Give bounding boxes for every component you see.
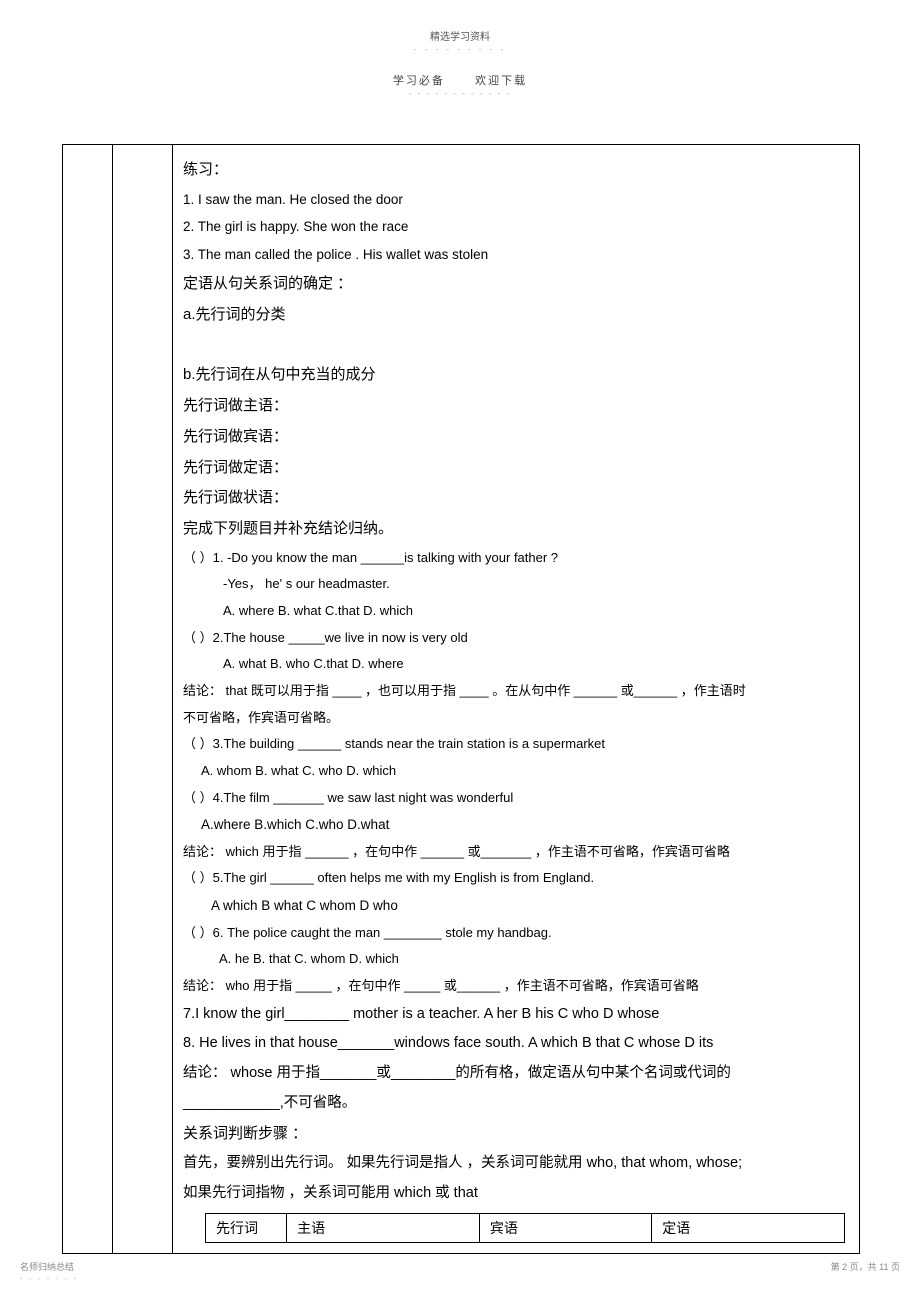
text-line: 3. The man called the police . His walle… xyxy=(183,241,849,269)
text-line: （ ）4.The film _______ we saw last night … xyxy=(183,785,849,812)
text-line: 完成下列题目并补充结论归纳。 xyxy=(183,514,849,545)
text-line: a.先行词的分类 xyxy=(183,300,849,331)
outer-col-2 xyxy=(113,145,173,1254)
text-line: ____________,不可省略。 xyxy=(183,1089,849,1119)
text-line: 练习： xyxy=(183,155,849,186)
outer-col-content: 练习： 1. I saw the man. He closed the door… xyxy=(173,145,860,1254)
text-line: 结论： whose 用于指_______或________的所有格，做定语从句中… xyxy=(183,1059,849,1089)
text-line: （ ）1. -Do you know the man ______is talk… xyxy=(183,545,849,572)
text-line: 首先，要辨别出先行词。 如果先行词是指人 ，关系词可能就用 who, that … xyxy=(183,1149,849,1179)
footer-left-text: 名师归纳总结 xyxy=(20,1260,74,1273)
outer-col-1 xyxy=(63,145,113,1254)
text-line: 8. He lives in that house_______windows … xyxy=(183,1029,849,1059)
text-line: A. he B. that C. whom D. which xyxy=(183,946,849,973)
table-header-cell: 主语 xyxy=(287,1213,480,1242)
text-line: （ ）5.The girl ______ often helps me with… xyxy=(183,865,849,892)
text-line: 关系词判断步骤 ： xyxy=(183,1119,849,1150)
text-line: 2. The girl is happy. She won the race xyxy=(183,213,849,241)
text-line: b.先行词在从句中充当的成分 xyxy=(183,360,849,391)
text-line: A. whom B. what C. who D. which xyxy=(183,758,849,785)
header-underline: - - - - - - - - - - - - xyxy=(0,89,920,98)
header-sub-left: 学习必备 xyxy=(393,75,445,87)
main-outer-table: 练习： 1. I saw the man. He closed the door… xyxy=(62,144,860,1254)
text-line: （ ）2.The house _____we live in now is ve… xyxy=(183,625,849,652)
text-line: （ ）6. The police caught the man ________… xyxy=(183,920,849,947)
text-line: 7.I know the girl________ mother is a te… xyxy=(183,1000,849,1030)
text-line: （ ）3.The building ______ stands near the… xyxy=(183,731,849,758)
header-dots: - - - - - - - - - xyxy=(0,45,920,54)
text-line: 如果先行词指物 ，关系词可能用 which 或 that xyxy=(183,1179,849,1209)
text-line: 结论： that 既可以用于指 ____ ，也可以用于指 ____ 。在从句中作… xyxy=(183,678,849,705)
text-line: 定语从句关系词的确定 ： xyxy=(183,269,849,300)
text-line: 1. I saw the man. He closed the door xyxy=(183,186,849,214)
text-line: 先行词做定语： xyxy=(183,453,849,484)
footer-right-text: 第 2 页，共 11 页 xyxy=(831,1260,900,1273)
table-header-cell: 宾语 xyxy=(479,1213,651,1242)
inner-summary-table: 先行词 主语 宾语 定语 xyxy=(205,1213,845,1243)
text-line: A which B what C whom D who xyxy=(183,892,849,920)
header-sub-right: 欢迎下载 xyxy=(475,75,527,87)
text-line: -Yes， he' s our headmaster. xyxy=(183,571,849,598)
blank-space xyxy=(183,330,849,360)
header-top-text: 精选学习资料 xyxy=(0,0,920,43)
text-line: A. where B. what C.that D. which xyxy=(183,598,849,625)
text-line: A. what B. who C.that D. where xyxy=(183,651,849,678)
table-header-cell: 定语 xyxy=(652,1213,845,1242)
table-row: 先行词 主语 宾语 定语 xyxy=(206,1213,845,1242)
table-header-cell: 先行词 xyxy=(206,1213,287,1242)
text-line: 结论： which 用于指 ______ ，在句中作 ______ 或_____… xyxy=(183,839,849,866)
text-line: 先行词做宾语： xyxy=(183,422,849,453)
header-sub: 学习必备 欢迎下载 xyxy=(0,72,920,88)
text-line: 先行词做状语： xyxy=(183,483,849,514)
text-line: A.where B.which C.who D.what xyxy=(183,811,849,839)
text-line: 不可省略，作宾语可省略。 xyxy=(183,705,849,732)
footer-left-dots: - - - - - - - xyxy=(20,1274,78,1283)
text-line: 先行词做主语： xyxy=(183,391,849,422)
text-line: 结论： who 用于指 _____ ，在句中作 _____ 或______ ，作… xyxy=(183,973,849,1000)
